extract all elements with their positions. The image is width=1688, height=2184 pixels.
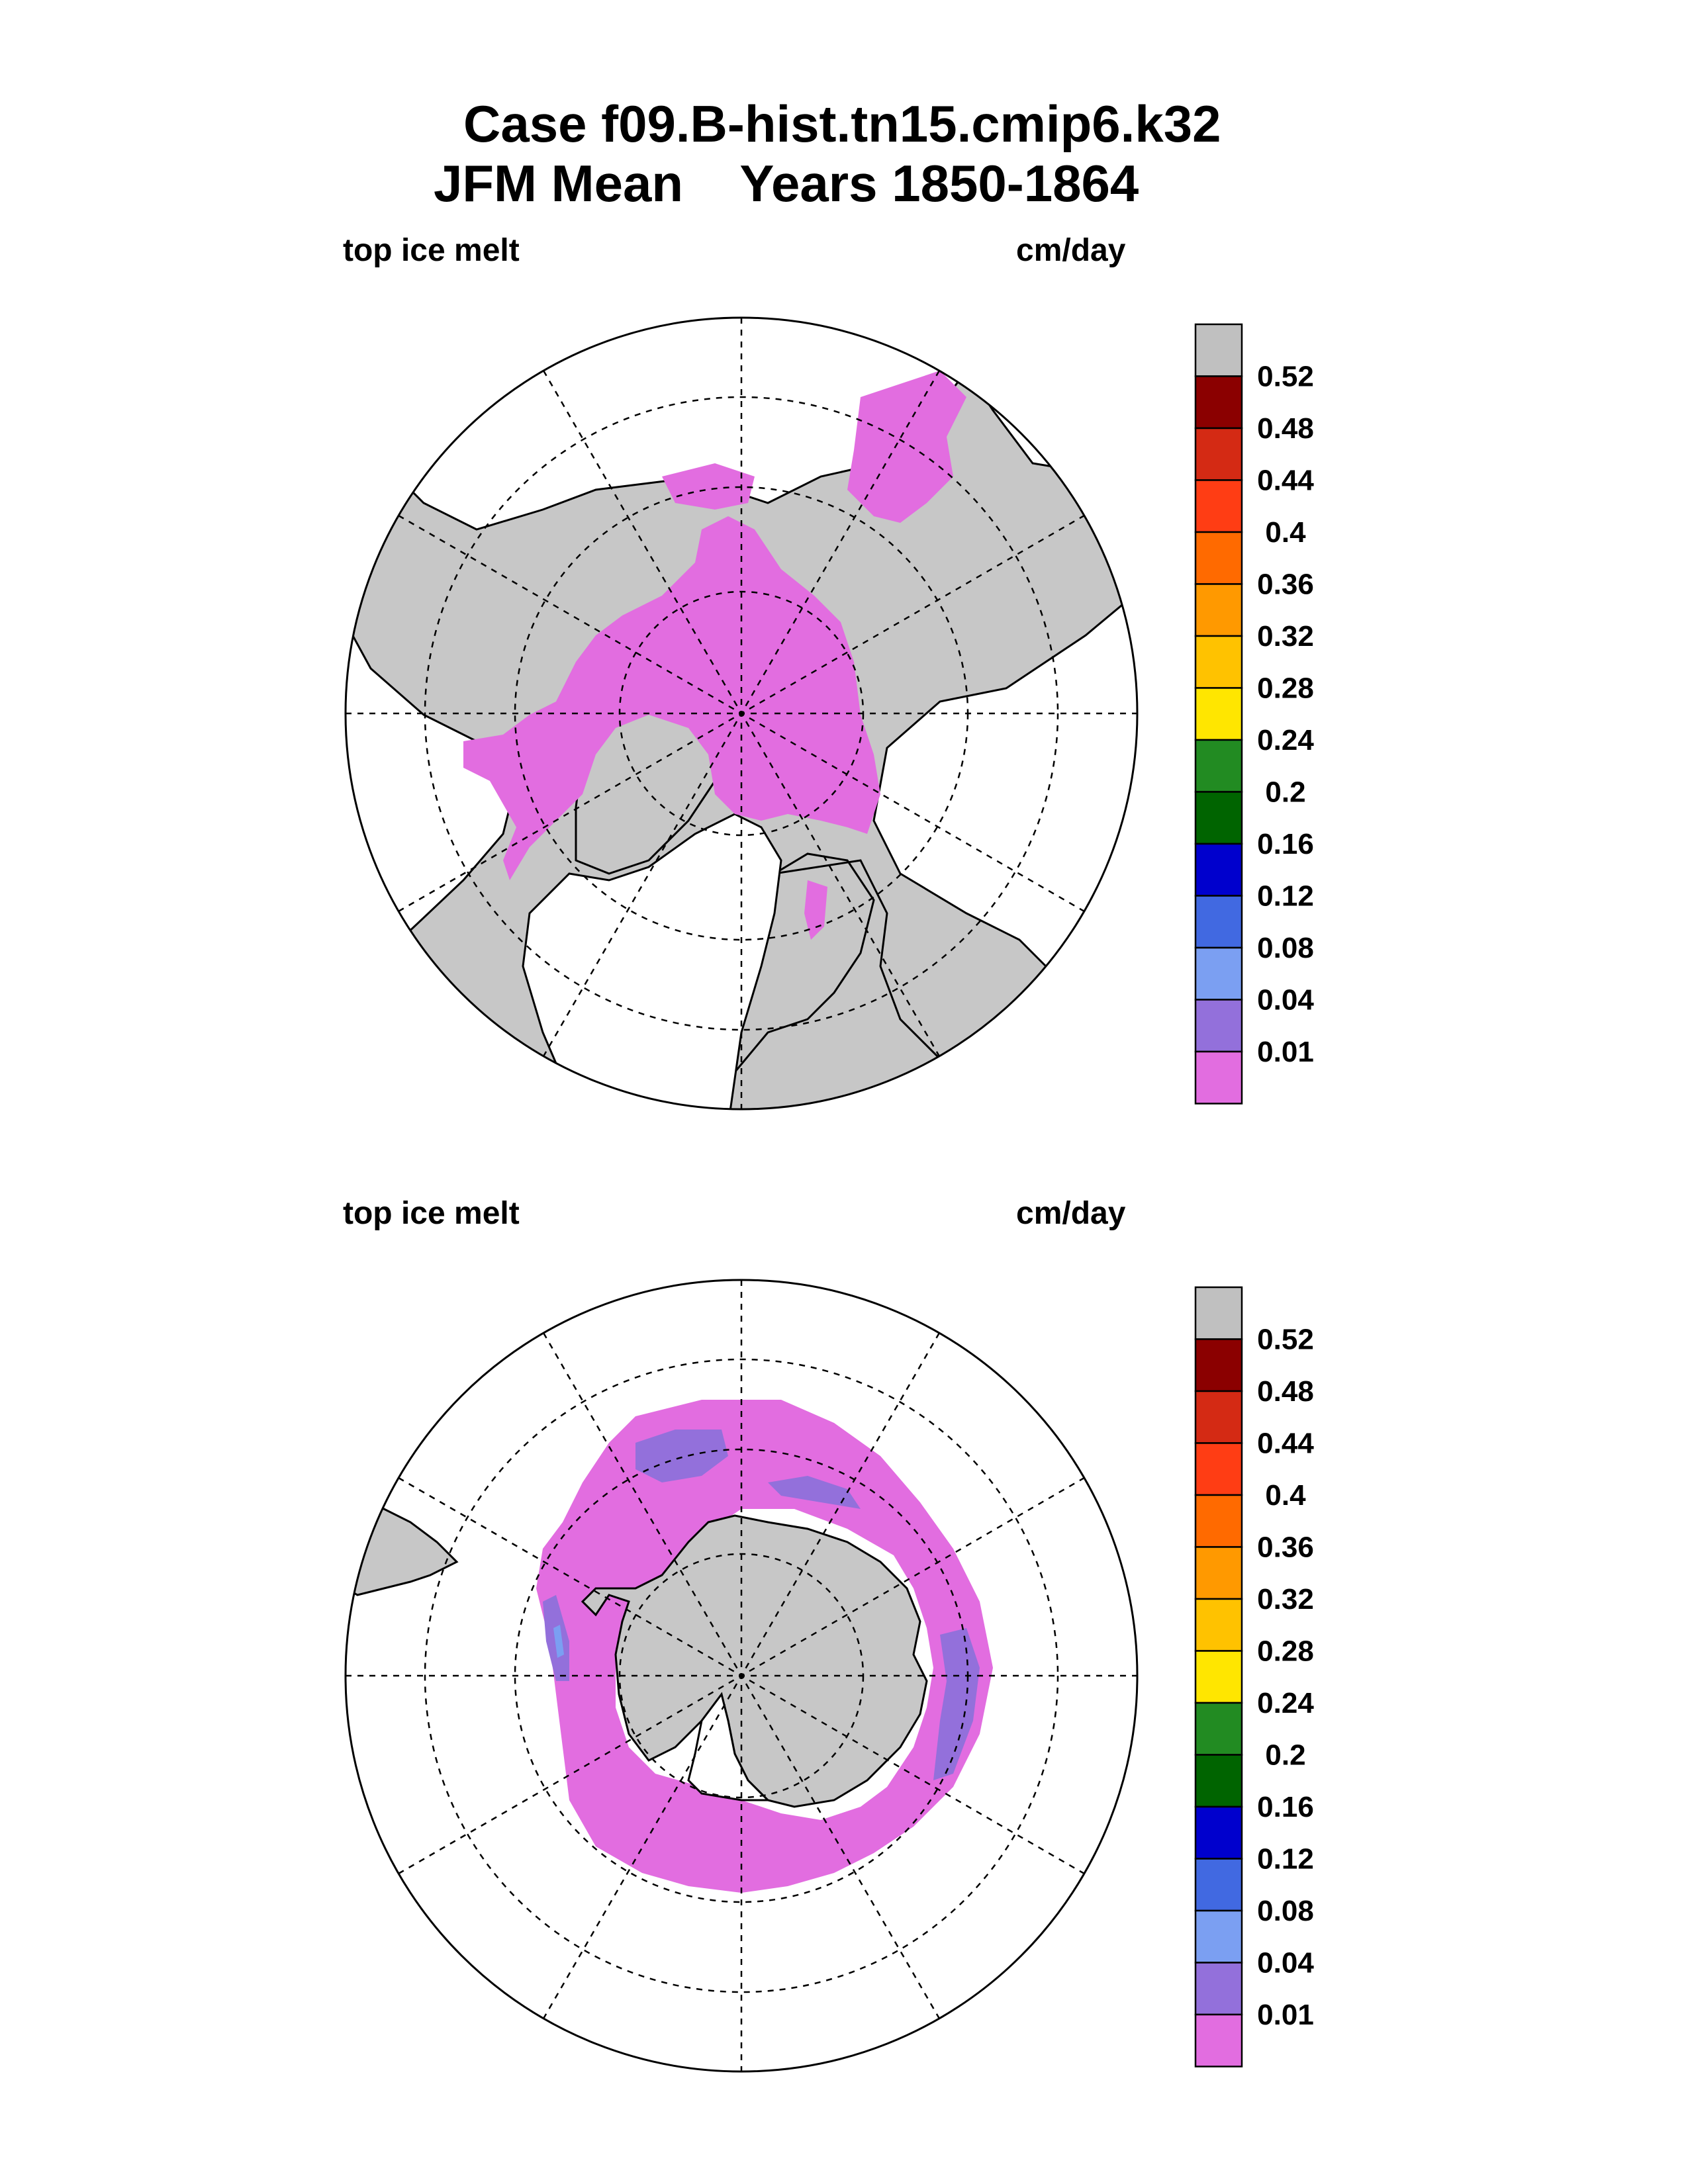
- north-legend-tick-label: 0.04: [1257, 984, 1314, 1017]
- south-legend-tick-label: 0.16: [1257, 1791, 1314, 1823]
- north-graticule: [346, 318, 1137, 1109]
- south-legend-tick-label: 0.44: [1257, 1428, 1314, 1460]
- south-legend-tick-label: 0.4: [1265, 1479, 1306, 1512]
- north-legend-swatch: [1194, 323, 1243, 377]
- south-legend-swatch: [1194, 1494, 1243, 1548]
- south-legend-tick-label: 0.52: [1257, 1324, 1314, 1356]
- north-legend-tick-label: 0.36: [1257, 569, 1314, 601]
- north-legend-swatch: [1194, 375, 1243, 430]
- north-legend-swatch: [1194, 479, 1243, 533]
- south-legend-tick-label: 0.24: [1257, 1687, 1314, 1719]
- north-sea-ice: [463, 516, 880, 880]
- south-variable-label: top ice melt: [343, 1196, 520, 1231]
- south-legend-swatch: [1194, 1442, 1243, 1496]
- north-legend-tick-label: 0.08: [1257, 932, 1314, 964]
- north-legend-swatch: [1194, 531, 1243, 585]
- south-polar-map: [344, 1279, 1139, 2073]
- north-legend-swatch: [1194, 427, 1243, 481]
- north-legend-tick-label: 0.28: [1257, 672, 1314, 705]
- north-legend-swatch: [1194, 791, 1243, 845]
- bering-sea-ice: [662, 463, 755, 510]
- south-legend-tick-label: 0.04: [1257, 1947, 1314, 1979]
- south-color-legend: 0.52 0.48 0.44 0.4 0.36 0.32 0.28 0.24 0.2 0.16 0.…: [1194, 1286, 1314, 2068]
- north-polar-map: [344, 316, 1139, 1111]
- south-legend-tick-label: 0.08: [1257, 1895, 1314, 1927]
- north-legend-swatch: [1194, 583, 1243, 637]
- okhotsk-sea-ice: [847, 371, 966, 523]
- north-legend-swatch: [1194, 999, 1243, 1053]
- north-legend-tick-label: 0.16: [1257, 828, 1314, 860]
- plot-title-case: Case f09.B-hist.tn15.cmip6.k32: [463, 95, 1221, 153]
- south-legend-swatch: [1194, 2013, 1243, 2068]
- north-legend-tick-label: 0.12: [1257, 880, 1314, 913]
- south-legend-tick-label: 0.12: [1257, 1843, 1314, 1876]
- north-legend-tick-label: 0.4: [1265, 516, 1306, 549]
- north-legend-swatch: [1194, 842, 1243, 897]
- south-legend-swatch: [1194, 1598, 1243, 1652]
- north-units-label: cm/day: [1016, 233, 1126, 268]
- south-legend-swatch: [1194, 1754, 1243, 1808]
- north-legend-tick-label: 0.48: [1257, 412, 1314, 445]
- north-legend-tick-label: 0.01: [1257, 1036, 1314, 1068]
- south-sea-ice: [536, 1400, 993, 1893]
- south-legend-tick-label: 0.36: [1257, 1531, 1314, 1564]
- south-legend-swatch: [1194, 1286, 1243, 1340]
- south-legend-swatch: [1194, 1702, 1243, 1756]
- north-legend-tick-label: 0.2: [1265, 776, 1305, 809]
- south-legend-swatch: [1194, 1858, 1243, 1912]
- south-ice-patch-3: [933, 1628, 980, 1780]
- plot-title-period: JFM Mean Years 1850-1864: [434, 154, 1139, 212]
- north-legend-swatch: [1194, 946, 1243, 1001]
- south-legend-swatch: [1194, 1338, 1243, 1392]
- south-legend-swatch: [1194, 1546, 1243, 1600]
- south-graticule: [346, 1280, 1137, 2071]
- south-ice-patch-1: [635, 1430, 728, 1482]
- north-legend-tick-label: 0.32: [1257, 620, 1314, 653]
- north-legend-swatch: [1194, 1050, 1243, 1105]
- north-variable-label: top ice melt: [343, 233, 520, 268]
- south-legend-swatch: [1194, 1390, 1243, 1444]
- south-legend-swatch: [1194, 1805, 1243, 1860]
- north-legend-tick-label: 0.24: [1257, 724, 1314, 756]
- south-legend-swatch: [1194, 1962, 1243, 2016]
- south-legend-tick-label: 0.48: [1257, 1375, 1314, 1408]
- north-legend-swatch: [1194, 895, 1243, 949]
- north-legend-tick-label: 0.52: [1257, 361, 1314, 393]
- baltic-sea-ice: [804, 880, 827, 940]
- south-legend-swatch: [1194, 1650, 1243, 1704]
- north-legend-swatch: [1194, 739, 1243, 793]
- south-legend-swatch: [1194, 1909, 1243, 1964]
- south-legend-tick-label: 0.01: [1257, 1999, 1314, 2031]
- north-legend-swatch: [1194, 687, 1243, 741]
- south-legend-tick-label: 0.2: [1265, 1739, 1305, 1772]
- south-legend-tick-label: 0.32: [1257, 1583, 1314, 1615]
- north-legend-tick-label: 0.44: [1257, 465, 1314, 497]
- north-legend-swatch: [1194, 635, 1243, 689]
- south-ice-patch-2: [768, 1476, 861, 1509]
- south-legend-tick-label: 0.28: [1257, 1635, 1314, 1668]
- south-units-label: cm/day: [1016, 1196, 1126, 1231]
- south-ice-patch-5: [553, 1625, 564, 1658]
- north-color-legend: 0.52 0.48 0.44 0.4 0.36 0.32 0.28 0.24 0.2 0.16 0.…: [1194, 323, 1314, 1105]
